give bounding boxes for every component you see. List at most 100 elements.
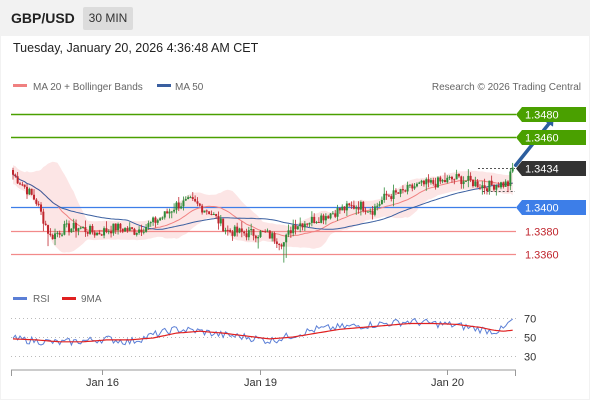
candle-body — [336, 207, 339, 217]
candle-body — [308, 222, 311, 225]
candle-body — [460, 176, 463, 185]
rsi-line — [12, 317, 514, 347]
candle-body — [413, 186, 416, 189]
candle-body — [56, 232, 59, 234]
candle-body — [415, 183, 418, 187]
candle-body — [21, 184, 24, 186]
candle-body — [154, 217, 157, 223]
candle-body — [343, 206, 346, 211]
level-tag-1.3400: 1.3400 — [525, 203, 559, 215]
candle-body — [338, 207, 341, 211]
candle-body — [429, 180, 432, 183]
candle-body — [275, 241, 278, 245]
timeframe-badge[interactable]: 30 MIN — [83, 7, 133, 30]
ma50-line — [12, 174, 513, 230]
candle-body — [383, 193, 386, 201]
candle-body — [124, 228, 127, 232]
candle-body — [23, 184, 26, 187]
candle-body — [322, 215, 325, 221]
candle-body — [226, 229, 229, 231]
credit-label: Research © 2026 Trading Central — [432, 82, 581, 93]
candle-body — [35, 199, 38, 204]
candle-body — [320, 215, 323, 223]
candle-body — [138, 229, 141, 233]
candle-body — [280, 244, 283, 247]
candle-body — [177, 202, 180, 209]
candle-body — [12, 170, 14, 175]
rsi-tick-50: 50 — [524, 333, 536, 345]
candle-body — [331, 213, 334, 215]
candle-body — [490, 180, 493, 186]
legend-ma20-swatch — [13, 84, 27, 87]
candle-body — [352, 205, 355, 209]
candle-body — [271, 233, 274, 239]
candle-body — [422, 180, 425, 185]
candle-body — [380, 200, 383, 205]
level-tag-box-1.3460 — [516, 130, 586, 145]
candle-body — [476, 181, 479, 188]
legend-ma20-label: MA 20 + Bollinger Bands — [33, 82, 143, 93]
candle-body — [397, 192, 400, 194]
candle-body — [119, 223, 122, 229]
candle-body — [103, 228, 106, 236]
candle-body — [58, 232, 61, 235]
candle-body — [478, 187, 481, 189]
candle-body — [443, 180, 446, 183]
candle-body — [387, 195, 390, 197]
rsi-tick-30: 30 — [524, 352, 536, 364]
candle-body — [268, 230, 271, 239]
candle-body — [222, 218, 225, 232]
candle-body — [506, 181, 509, 187]
chart-header: GBP/USD 30 MIN — [0, 0, 590, 36]
candle-body — [446, 177, 449, 183]
candle-body — [450, 176, 453, 180]
candle-body — [366, 211, 369, 213]
candle-body — [114, 223, 117, 231]
candle-body — [121, 228, 124, 232]
candle-body — [315, 221, 318, 224]
candle-body — [441, 180, 444, 182]
candle-body — [324, 216, 327, 221]
x-tick-label: Jan 19 — [244, 377, 277, 389]
x-tick-label: Jan 20 — [431, 377, 464, 389]
candle-body — [142, 231, 145, 233]
candle-body — [203, 210, 206, 213]
candle-body — [107, 231, 110, 233]
candle-body — [128, 227, 131, 231]
candle-body — [362, 201, 365, 212]
candle-body — [254, 235, 257, 239]
level-tag-1.3480: 1.3480 — [525, 110, 559, 122]
candle-body — [70, 228, 73, 233]
candle-body — [378, 204, 381, 206]
candle-body — [54, 233, 57, 240]
candle-body — [105, 228, 108, 232]
candle-body — [299, 223, 302, 227]
candle-body — [163, 211, 166, 218]
legend-rsi-swatch — [13, 297, 27, 300]
candle-body — [313, 216, 316, 224]
candle-body — [294, 225, 297, 230]
candle-body — [133, 228, 136, 235]
candle-body — [469, 175, 472, 180]
candle-body — [208, 211, 211, 214]
candle-body — [86, 231, 89, 234]
candle-body — [184, 198, 187, 201]
candle-body — [439, 177, 442, 182]
bollinger-band-area — [13, 161, 513, 253]
candle-body — [497, 185, 500, 188]
candle-body — [212, 214, 215, 216]
candle-body — [266, 230, 269, 232]
candle-body — [63, 223, 66, 235]
candle-body — [394, 190, 397, 193]
candle-body — [117, 223, 120, 231]
level-tag-1.3380: 1.3380 — [525, 227, 559, 239]
candle-body — [273, 233, 276, 242]
candle-body — [156, 220, 159, 223]
candle-body — [471, 179, 474, 187]
candle-body — [329, 213, 332, 219]
candle-body — [373, 206, 376, 215]
candle-body — [14, 174, 17, 177]
candle-body — [261, 231, 264, 233]
candle-body — [191, 197, 194, 199]
candle-body — [68, 223, 71, 233]
